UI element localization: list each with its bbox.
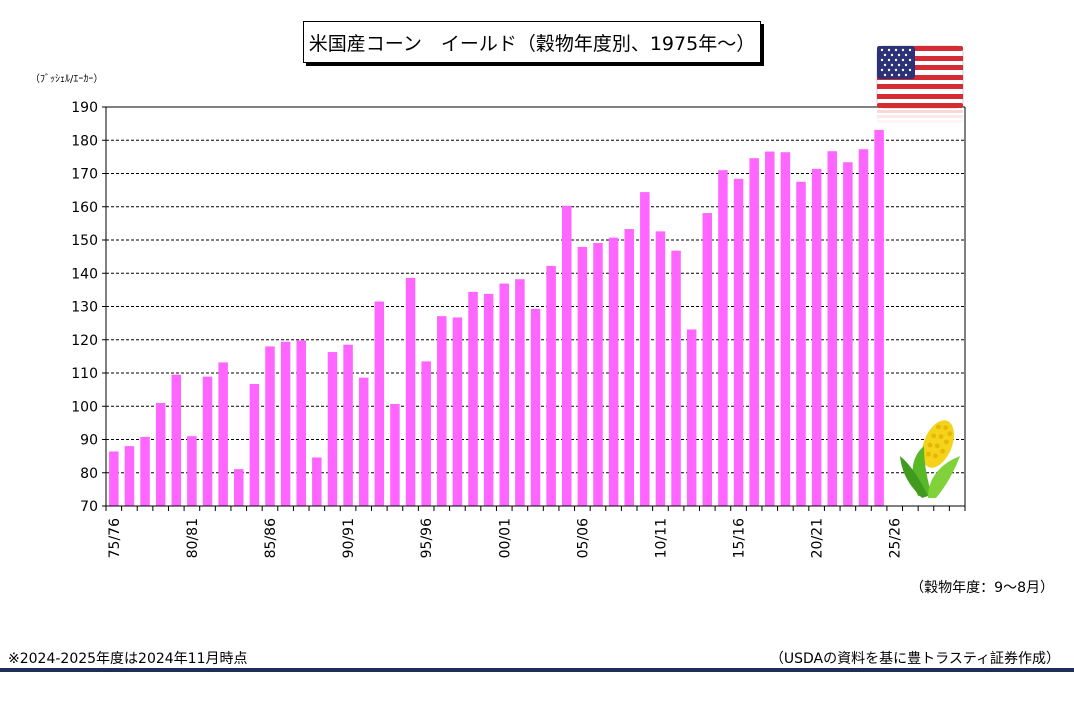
bar [343,345,353,506]
bar [687,329,697,506]
bar [453,317,463,506]
bottom-rule [0,668,1074,672]
bar [609,238,619,506]
y-tick-label: 190 [71,100,98,116]
bar [640,192,650,506]
chart-title: 米国産コーン イールド（穀物年度別、1975年～） [303,21,761,63]
x-tick-label: 00/01 [497,518,513,558]
bar [531,309,541,506]
bar [796,182,806,506]
bar [109,451,119,506]
x-tick-label: 15/16 [732,518,748,558]
bar [375,302,385,506]
bar [812,169,822,506]
bar [172,375,182,506]
bar [749,158,759,506]
bar [859,149,869,506]
y-tick-label: 150 [71,233,98,249]
bar [827,151,837,506]
y-tick-label: 140 [71,266,98,282]
bar [562,206,572,506]
bar [296,340,306,506]
y-tick-label: 170 [71,167,98,183]
bar [265,346,275,506]
corn-icon [900,416,960,498]
bar [765,152,775,506]
bar [359,378,369,506]
bar [390,404,400,506]
bar [203,377,213,506]
x-tick-label: 95/96 [419,518,435,558]
y-tick-label: 120 [71,333,98,349]
bar [703,213,713,506]
bar [546,266,556,506]
y-tick-label: 100 [71,399,98,415]
y-tick-label: 110 [71,366,98,382]
source-note: （USDAの資料を基に豊トラスティ証券作成） [770,648,1060,668]
y-tick-label: 70 [80,499,98,515]
bar [437,316,447,506]
y-tick-label: 160 [71,200,98,216]
bar [468,292,478,506]
bar [328,352,338,506]
bar [874,130,884,506]
bar [624,229,634,506]
bar-series [109,130,884,506]
bar [734,179,744,506]
bar [125,446,135,506]
bar [218,362,228,506]
bar [250,384,260,506]
bar [281,342,291,506]
bar [421,361,431,506]
x-tick-labels: 75/76 80/81 85/86 90/91 95/96 00/01 05/06 10/11… [107,518,904,558]
x-tick-label: 20/21 [810,518,826,558]
y-tick-label: 90 [80,433,98,449]
bar [187,436,197,506]
x-tick-label: 25/26 [888,518,904,558]
x-tick-label: 10/11 [653,518,669,558]
bar [718,170,728,506]
us-flag-icon [877,46,963,123]
x-tick-label: 80/81 [185,518,201,558]
bar [312,457,322,506]
bar [671,251,681,506]
bar [578,247,588,506]
x-tick-label: 05/06 [575,518,591,558]
footnote: ※2024-2025年度は2024年11月時点 [8,648,247,668]
x-tick-label: 90/91 [341,518,357,558]
bar [406,278,416,506]
bar [656,231,666,506]
bar [156,403,166,506]
x-tick-label: 75/76 [107,518,123,558]
bar [515,279,525,506]
y-tick-label: 130 [71,300,98,316]
x-axis-note: （穀物年度：9～8月） [910,577,1054,597]
y-tick-labels: 70 80 90 100 110 120 130 140 150 160 170 180 190 [71,100,98,515]
x-tick-label: 85/86 [263,518,279,558]
bar [500,284,510,506]
bar [484,294,494,506]
y-axis-unit: （ﾌﾞｯｼｪﾙ/ｴｰｶｰ） [30,70,103,85]
bar [234,469,244,506]
bar [140,437,150,506]
bar [593,243,603,506]
y-tick-label: 180 [71,133,98,149]
y-tick-label: 80 [80,466,98,482]
bar [843,162,853,506]
bar [781,152,791,506]
